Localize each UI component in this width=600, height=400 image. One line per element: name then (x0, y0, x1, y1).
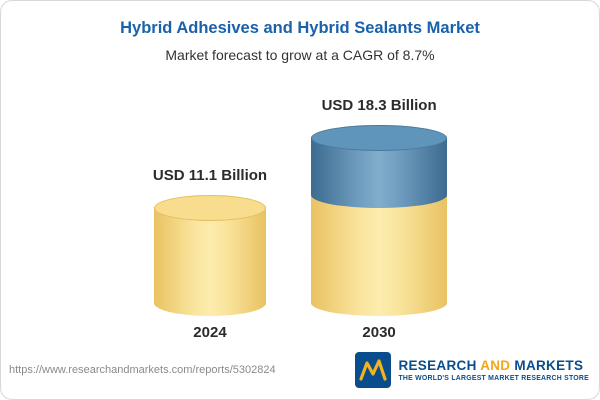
bar-group-2030: USD 18.3 Billion 2030 (311, 97, 448, 341)
value-label-2024: USD 11.1 Billion (152, 167, 268, 184)
logo-main-line: RESEARCH AND MARKETS (398, 358, 589, 373)
cylinder-top-2030-growth (311, 125, 448, 151)
logo-word-research: RESEARCH (398, 358, 477, 373)
cylinder-bar-2024 (153, 195, 266, 316)
report-url: https://www.researchandmarkets.com/repor… (9, 364, 276, 376)
logo-text: RESEARCH AND MARKETS THE WORLD'S LARGEST… (398, 358, 589, 382)
logo-word-and: AND (480, 358, 511, 373)
bar-chart: USD 11.1 Billion 2024 USD 18.3 Billion 2… (1, 97, 599, 341)
growth-segment-2030 (311, 125, 448, 208)
category-label-2030: 2030 (362, 324, 396, 341)
value-label-2030: USD 18.3 Billion (321, 97, 437, 114)
card-footer: https://www.researchandmarkets.com/repor… (1, 347, 599, 399)
chart-subtitle: Market forecast to grow at a CAGR of 8.7… (165, 47, 435, 63)
cylinder-top-2024 (153, 195, 266, 221)
logo-mark-icon (355, 352, 392, 388)
logo-tagline: THE WORLD'S LARGEST MARKET RESEARCH STOR… (398, 375, 589, 382)
cylinder-bar-2030 (311, 125, 448, 316)
research-and-markets-logo: RESEARCH AND MARKETS THE WORLD'S LARGEST… (355, 352, 589, 388)
logo-word-markets: MARKETS (514, 358, 584, 373)
bar-group-2024: USD 11.1 Billion 2024 (153, 167, 267, 341)
chart-title: Hybrid Adhesives and Hybrid Sealants Mar… (120, 19, 480, 37)
category-label-2024: 2024 (193, 324, 227, 341)
